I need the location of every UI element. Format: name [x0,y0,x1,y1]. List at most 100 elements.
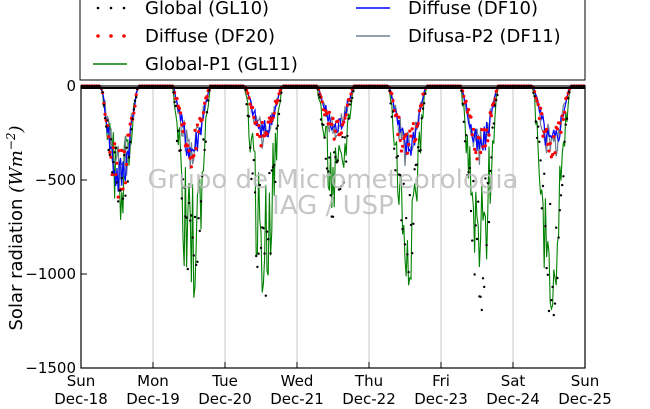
data-point [395,113,399,117]
data-point [487,133,491,137]
data-point [189,165,193,169]
data-point [401,144,405,148]
data-point [179,111,183,115]
data-point [115,161,119,165]
data-point [342,181,345,184]
data-point [207,99,210,102]
data-point [327,110,331,114]
data-point [553,302,557,305]
data-point [564,123,567,126]
data-point [202,138,205,141]
data-point [423,102,426,105]
data-point [492,101,496,105]
data-point [328,156,331,159]
data-point [120,176,124,180]
data-point [538,140,541,143]
legend-entry-df10: Diffuse (DF10) [356,0,538,19]
data-point [273,163,276,167]
data-point [467,108,471,112]
data-point [200,118,204,122]
data-point [489,114,493,118]
data-point [408,129,412,133]
data-point [420,117,423,120]
data-point [535,136,539,140]
data-point [181,130,185,134]
data-point [393,147,396,150]
watermark-line-1: Grupo de Micrometeorologia [148,165,519,195]
data-point [351,96,354,100]
data-point [563,140,566,143]
data-point [493,104,497,107]
x-tick-day: Sat [501,372,526,390]
data-point [483,285,486,289]
data-point [477,136,481,140]
data-point [264,294,267,297]
data-point [537,116,542,121]
data-point [276,124,279,127]
x-tick-day: Thu [354,372,383,390]
data-point [101,91,104,94]
data-point [203,148,206,152]
data-point [399,173,402,177]
data-point [416,122,420,126]
legend-entry-df20: Diffuse (DF20) [96,26,275,47]
data-point [258,183,261,187]
data-point [561,117,566,121]
data-point [133,104,137,108]
data-point [129,140,132,144]
data-point [343,116,347,120]
data-point [192,154,196,158]
data-point [323,113,327,117]
data-point [112,161,115,164]
data-point [121,187,125,191]
data-point [402,182,405,185]
data-point [195,123,199,127]
data-point [537,125,540,128]
data-point [192,254,195,257]
data-point [347,117,350,120]
data-point [128,122,132,126]
data-point [263,252,266,255]
data-point [396,132,400,137]
data-point [182,122,186,126]
data-point [110,173,114,177]
data-point [246,91,250,95]
data-point [185,216,188,219]
data-point [116,195,120,199]
data-point [111,171,114,174]
data-point [333,151,336,154]
data-point [319,118,323,121]
data-point [404,132,408,137]
data-point [114,173,118,177]
data-point [555,226,558,229]
legend-label-df11: Difusa-P2 (DF11) [408,26,561,47]
data-point [113,142,117,146]
data-point [568,91,571,94]
data-point [321,108,325,112]
legend-box [79,0,586,81]
data-point [265,132,269,136]
data-point [318,96,321,99]
data-point [541,134,545,138]
data-point [108,153,112,156]
data-point [181,178,185,181]
data-point [549,202,552,206]
data-point [390,115,393,119]
data-point [403,243,407,246]
data-point [131,117,134,121]
data-point [123,154,126,157]
data-point [245,103,248,106]
data-point [419,148,422,152]
data-point [491,126,494,129]
data-point [251,172,254,175]
watermark: Grupo de Micrometeorologia IAG / USP [148,165,519,221]
data-point [481,277,485,280]
data-point [469,115,473,119]
data-point [341,135,344,139]
data-point [415,163,419,166]
data-point [532,91,535,95]
data-point [550,299,553,302]
data-point [343,136,347,139]
data-point [103,112,107,116]
data-point [470,133,474,137]
